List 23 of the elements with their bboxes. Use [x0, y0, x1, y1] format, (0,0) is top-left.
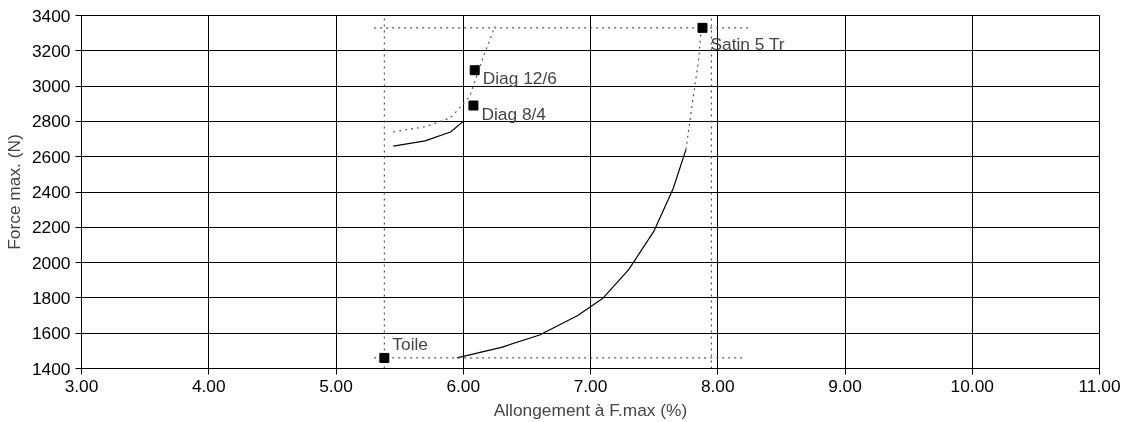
x-tick-label: 11.00 — [1078, 375, 1121, 396]
annotation: Diag 12/6 — [482, 68, 557, 89]
y-tick-label: 2000 — [31, 252, 71, 273]
x-tick-label: 9.00 — [828, 375, 862, 396]
y-tick-label: 3000 — [31, 76, 71, 97]
y-tick-label: 1800 — [31, 287, 71, 308]
x-tick-label: 5.00 — [319, 375, 353, 396]
y-tick-label: 1600 — [31, 323, 71, 344]
y-tick-label: 2400 — [31, 182, 71, 202]
y-tick-label: 3200 — [31, 40, 71, 61]
x-tick-label: 7.00 — [573, 375, 608, 396]
y-axis-title: Force max. (N) — [3, 134, 24, 250]
x-tick-label: 4.00 — [191, 375, 226, 396]
x-tick-label: 8.00 — [700, 375, 735, 396]
y-tick-label: 2800 — [31, 111, 71, 132]
annotation: Diag 8/4 — [481, 103, 547, 124]
x-axis-title: Allongement à F.max (%) — [493, 399, 688, 420]
x-tick-label: 6.00 — [446, 375, 481, 396]
y-tick-label: 3400 — [31, 5, 71, 26]
y-tick-label: 2600 — [31, 146, 71, 167]
annotation: Toile — [392, 333, 428, 354]
y-tick-label: 2200 — [31, 217, 71, 238]
x-tick-label: 10.00 — [950, 375, 994, 396]
